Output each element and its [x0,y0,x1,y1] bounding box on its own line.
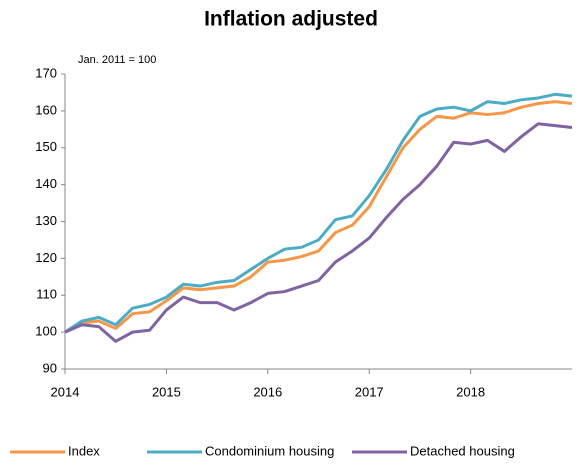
series-line [64,92,573,334]
x-tick-label: 2015 [152,384,181,399]
x-tick-label: 2017 [355,384,384,399]
y-tick-label: 160 [35,102,57,117]
y-tick-label: 100 [35,324,57,339]
legend-label: Index [68,443,100,458]
y-tick-label: 110 [36,287,57,302]
y-tick-label: 130 [35,213,57,228]
y-tick-label: 170 [35,65,57,80]
y-tick-label: 150 [35,139,57,154]
x-tick-label: 2014 [51,384,80,399]
legend-label: Detached housing [410,443,515,458]
y-tick-label: 140 [35,176,57,191]
x-tick-label: 2018 [456,384,485,399]
chart-title: Inflation adjusted [204,8,378,31]
x-tick-label: 2016 [253,384,282,399]
series-line [64,122,573,343]
annotation: Jan. 2011 = 100 [78,54,156,66]
y-tick-label: 90 [43,360,57,375]
series-line [64,100,573,334]
y-tick-label: 120 [35,250,57,265]
legend-label: Condominium housing [205,443,334,458]
